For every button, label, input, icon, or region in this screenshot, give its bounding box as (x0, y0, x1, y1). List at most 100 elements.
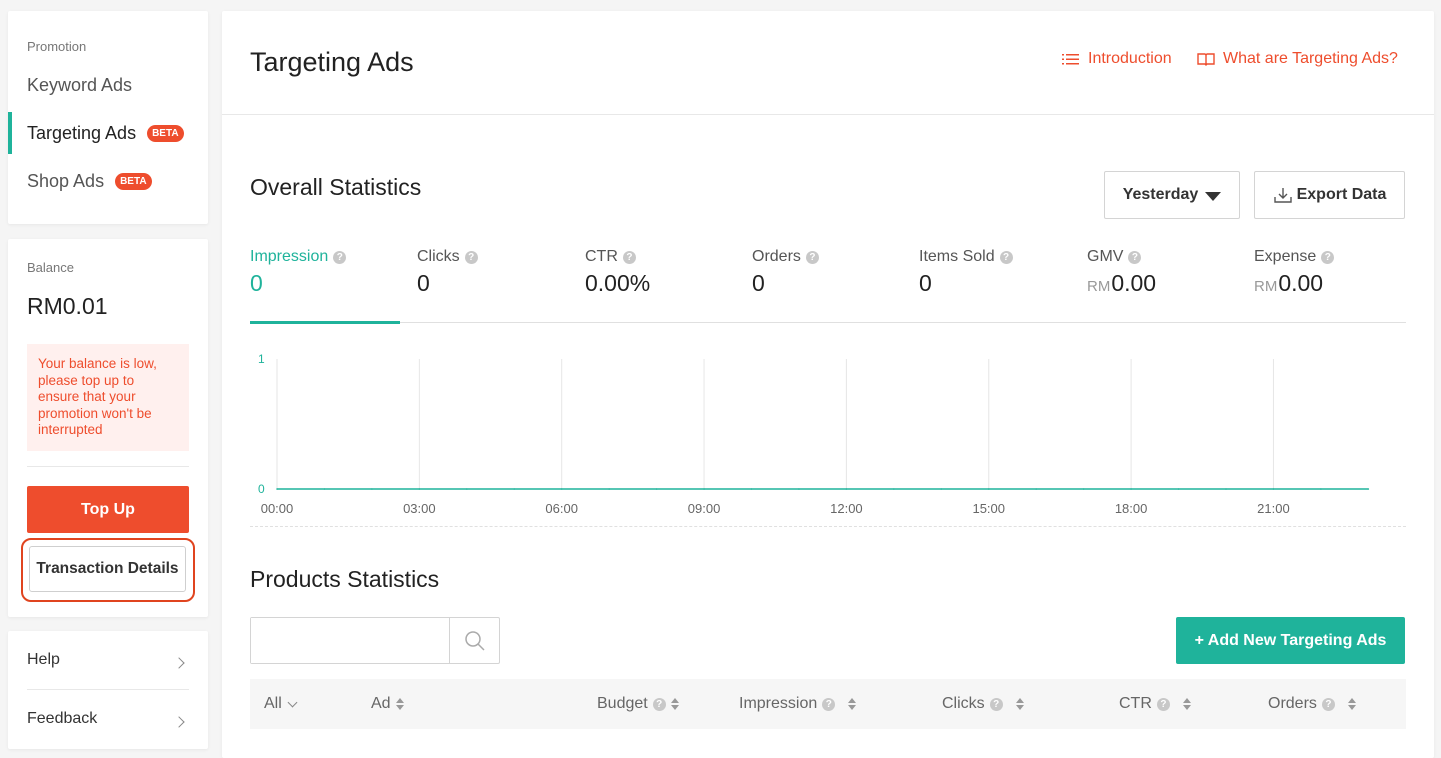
sort-icon (1015, 698, 1024, 710)
balance-label: Balance (27, 260, 74, 275)
sort-icon (670, 698, 679, 710)
search-icon (464, 630, 485, 651)
help-label: Help (27, 651, 60, 668)
beta-badge: BETA (115, 172, 152, 190)
chevron-right-icon (173, 716, 185, 728)
help-icon: ? (1156, 697, 1170, 711)
currency-prefix: RM (1254, 278, 1278, 295)
column-label: All (264, 695, 282, 712)
sidebar-item-targeting-ads[interactable]: Targeting Ads BETA (8, 112, 208, 154)
data-point (798, 488, 800, 490)
product-search-input[interactable] (251, 618, 449, 663)
metric-items-sold[interactable]: Items Sold? 0 (919, 248, 1069, 323)
x-tick-label: 03:00 (403, 501, 436, 516)
metric-value: 0 (919, 270, 932, 296)
column-clicks[interactable]: Clicks ? (942, 679, 1024, 729)
column-ad[interactable]: Ad (371, 679, 404, 729)
column-impression[interactable]: Impression ? (739, 679, 857, 729)
help-icon: ? (1321, 697, 1335, 711)
metric-value: 0 (250, 270, 263, 296)
metric-gmv[interactable]: GMV? RM0.00 (1087, 248, 1237, 323)
data-point (1272, 488, 1275, 490)
help-icon: ? (805, 250, 819, 264)
metric-orders[interactable]: Orders? 0 (752, 248, 902, 323)
chevron-right-icon (173, 657, 185, 669)
date-filter-dropdown[interactable]: Yesterday (1104, 171, 1240, 219)
x-tick-label: 18:00 (1115, 501, 1148, 516)
impression-chart: 00:00 03:00 06:00 09:00 12:00 15:00 18:00 21:00… (258, 352, 1370, 516)
data-point (513, 488, 516, 490)
export-data-button[interactable]: Export Data (1254, 171, 1405, 219)
column-ctr[interactable]: CTR ? (1119, 679, 1191, 729)
column-label: CTR (1119, 695, 1152, 712)
caret-down-icon (1205, 191, 1222, 201)
column-label: Budget (597, 695, 648, 712)
metric-value: 0.00 (1278, 270, 1324, 296)
x-tick-label: 00:00 (261, 501, 294, 516)
x-tick-label: 06:00 (545, 501, 578, 516)
help-icon: ? (999, 250, 1013, 264)
help-link[interactable]: Help (27, 631, 189, 689)
column-orders[interactable]: Orders ? (1268, 679, 1356, 729)
help-card: Help Feedback (8, 631, 208, 749)
date-filter-value: Yesterday (1122, 186, 1199, 203)
top-up-button[interactable]: Top Up (27, 486, 189, 533)
data-point (560, 488, 563, 490)
column-label: Clicks (942, 695, 985, 712)
data-point (845, 488, 848, 490)
x-tick-label: 21:00 (1257, 501, 1290, 516)
metric-clicks[interactable]: Clicks? 0 (417, 248, 567, 323)
page-title: Targeting Ads (250, 47, 414, 77)
data-point (323, 488, 326, 490)
metric-label: CTR (585, 248, 618, 265)
download-icon (1273, 188, 1292, 203)
sidebar-item-keyword-ads[interactable]: Keyword Ads (8, 64, 208, 106)
data-point (1035, 488, 1037, 490)
transaction-details-highlight: Transaction Details (21, 538, 195, 602)
search-button[interactable] (449, 618, 499, 663)
data-point (1225, 488, 1227, 490)
data-point (371, 488, 373, 490)
metric-ctr[interactable]: CTR? 0.00% (585, 248, 735, 323)
help-icon: ? (822, 697, 836, 711)
x-tick-label: 09:00 (688, 501, 721, 516)
metric-label: Items Sold (919, 248, 995, 265)
product-search (250, 617, 500, 664)
overall-statistics-title: Overall Statistics (250, 174, 422, 200)
sidebar-item-label: Shop Ads (27, 170, 105, 191)
sidebar-item-label: Keyword Ads (27, 74, 133, 95)
column-label: Orders (1268, 695, 1317, 712)
data-point (1082, 488, 1085, 490)
sidebar-item-shop-ads[interactable]: Shop Ads BETA (8, 160, 208, 202)
divider (27, 466, 189, 467)
what-are-targeting-ads-link[interactable]: What are Targeting Ads? (1197, 50, 1398, 68)
metric-expense[interactable]: Expense? RM0.00 (1254, 248, 1404, 323)
data-point (1367, 488, 1370, 490)
header-divider (222, 114, 1434, 115)
data-point (1177, 488, 1180, 490)
feedback-link[interactable]: Feedback (27, 690, 189, 748)
metric-value: 0.00% (585, 270, 651, 296)
data-point (608, 488, 610, 490)
metric-label: GMV (1087, 248, 1124, 265)
introduction-link[interactable]: Introduction (1062, 50, 1172, 68)
currency-prefix: RM (1087, 278, 1111, 295)
column-all-filter[interactable]: All (264, 679, 298, 729)
help-icon: ? (1128, 250, 1142, 264)
metrics-divider (250, 322, 1406, 323)
y-tick-label: 0 (258, 482, 265, 496)
x-tick-label: 15:00 (972, 501, 1005, 516)
metric-impression[interactable]: Impression? 0 (250, 248, 400, 323)
data-point (703, 488, 705, 490)
active-metric-indicator (250, 321, 400, 324)
data-point (276, 488, 278, 490)
sort-icon (1347, 698, 1356, 710)
data-point (1320, 488, 1322, 490)
transaction-details-button[interactable]: Transaction Details (29, 546, 186, 592)
add-new-targeting-ads-button[interactable]: + Add New Targeting Ads (1176, 617, 1405, 664)
help-icon: ? (989, 697, 1003, 711)
x-tick-label: 12:00 (830, 501, 863, 516)
column-budget[interactable]: Budget ? (597, 679, 679, 729)
sidebar-item-label: Targeting Ads (27, 122, 137, 143)
metric-value: 0 (752, 270, 765, 296)
